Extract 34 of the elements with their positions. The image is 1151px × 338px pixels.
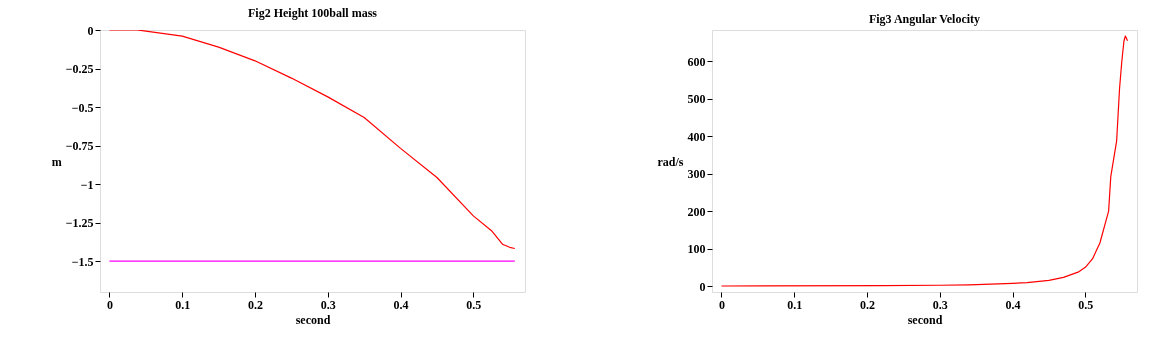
line-series <box>108 30 516 250</box>
y-tick-label: 200 <box>687 204 706 219</box>
y-tick-label: 400 <box>687 129 706 144</box>
y-tick-label: −1.5 <box>71 254 94 269</box>
y-tick-label: 0 <box>87 23 94 38</box>
y-tick-label: 300 <box>687 167 706 182</box>
y-tick-label: −1.25 <box>65 216 94 231</box>
x-tick-label: 0.5 <box>1078 297 1094 312</box>
x-tick-label: 0.4 <box>393 297 409 312</box>
x-axis-title: second <box>907 312 943 327</box>
y-tick-label: 600 <box>687 54 706 69</box>
x-tick-label: 0 <box>106 297 113 312</box>
x-tick-label: 0.5 <box>466 297 482 312</box>
y-tick-label: −1 <box>80 177 94 192</box>
x-tick-label: 0.1 <box>175 297 191 312</box>
x-tick-label: 0.3 <box>320 297 336 312</box>
x-tick-label: 0.1 <box>787 297 803 312</box>
chart-title: Fig2 Height 100ball mass <box>247 6 378 20</box>
x-tick-label: 0.4 <box>1005 297 1021 312</box>
y-axis-title: m <box>51 154 62 169</box>
y-tick-label: −0.75 <box>65 139 94 154</box>
chart-title: Fig3 Angular Velocity <box>868 12 981 26</box>
y-tick-label: −0.25 <box>65 62 94 77</box>
line-series <box>720 35 1129 287</box>
y-tick-label: 0 <box>699 279 706 294</box>
x-tick-label: 0.2 <box>860 297 876 312</box>
y-axis-title: rad/s <box>657 154 684 169</box>
y-tick-label: 500 <box>687 92 706 107</box>
x-axis-title: second <box>295 312 331 327</box>
y-tick-label: −0.5 <box>71 100 94 115</box>
x-tick-label: 0.2 <box>248 297 264 312</box>
x-tick-label: 0 <box>718 297 725 312</box>
y-tick-label: 100 <box>687 242 706 257</box>
x-tick-label: 0.3 <box>932 297 948 312</box>
